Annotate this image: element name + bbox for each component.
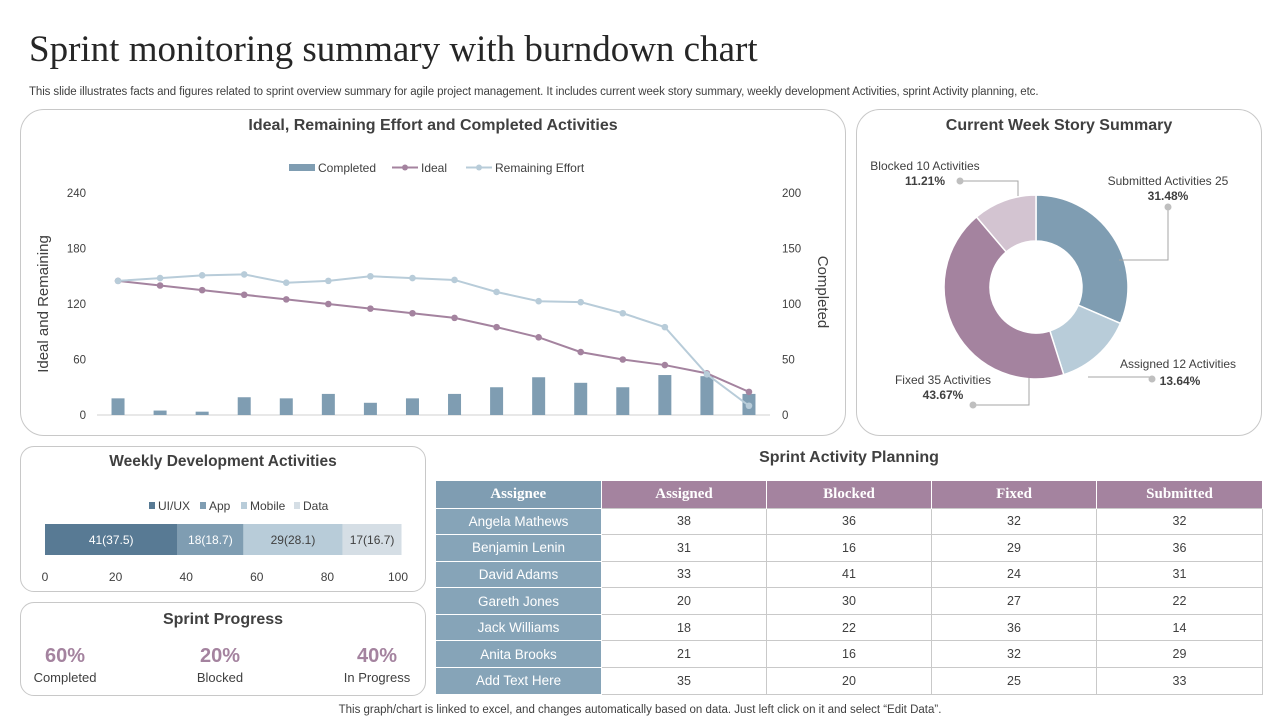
- table-cell: 36: [931, 613, 1097, 642]
- table-cell: 16: [766, 640, 932, 669]
- column-header: Assigned: [601, 481, 767, 508]
- table-row: Angela Mathews 38 36 32 32: [435, 507, 1263, 536]
- table-row: Gareth Jones 20 30 27 22: [435, 587, 1263, 615]
- table-cell: 31: [601, 534, 767, 562]
- progress-completed: 60% Completed: [5, 645, 125, 685]
- table-cell: 14: [1096, 613, 1263, 642]
- assignee-cell: David Adams: [435, 560, 602, 589]
- table-cell: 29: [931, 534, 1097, 562]
- table-cell: 32: [1096, 507, 1263, 536]
- table-cell: 22: [1096, 587, 1263, 615]
- weekly-dev-panel: Weekly Development Activities: [20, 446, 426, 592]
- page-title: Sprint monitoring summary with burndown …: [29, 29, 758, 70]
- table-row: Jack Williams 18 22 36 14: [435, 613, 1263, 642]
- table-cell: 29: [1096, 640, 1263, 669]
- progress-blocked-pct: 20%: [199, 645, 241, 667]
- table-row: Benjamin Lenin 31 16 29 36: [435, 534, 1263, 562]
- sprint-progress-title: Sprint Progress: [162, 611, 284, 628]
- table-header-row: Assignee Assigned Blocked Fixed Submitte…: [435, 481, 1263, 508]
- table-cell: 36: [766, 507, 932, 536]
- assignee-cell: Jack Williams: [435, 613, 602, 642]
- table-cell: 31: [1096, 560, 1263, 589]
- assignee-cell: Angela Mathews: [435, 507, 602, 536]
- table-cell: 33: [1096, 667, 1263, 695]
- table-cell: 22: [766, 613, 932, 642]
- table-cell: 18: [601, 613, 767, 642]
- story-summary-panel: Current Week Story Summary: [856, 109, 1262, 436]
- planning-table: Assignee Assigned Blocked Fixed Submitte…: [435, 481, 1263, 695]
- table-cell: 30: [766, 587, 932, 615]
- column-header: Assignee: [435, 481, 602, 508]
- assignee-cell: Anita Brooks: [435, 640, 602, 669]
- page-subtitle: This slide illustrates facts and figures…: [29, 86, 1039, 98]
- progress-blocked: 20% Blocked: [160, 645, 280, 685]
- progress-in-progress-label: In Progress: [343, 670, 411, 685]
- table-row: Add Text Here 35 20 25 33: [435, 667, 1263, 695]
- table-cell: 21: [601, 640, 767, 669]
- burndown-panel: Ideal, Remaining Effort and Completed Ac…: [20, 109, 846, 436]
- table-row: David Adams 33 41 24 31: [435, 560, 1263, 589]
- assignee-cell: Add Text Here: [435, 667, 602, 695]
- table-cell: 32: [931, 507, 1097, 536]
- weekly-dev-title: Weekly Development Activities: [109, 453, 337, 470]
- progress-completed-pct: 60%: [44, 645, 86, 667]
- planning-title: Sprint Activity Planning: [759, 449, 939, 466]
- column-header: Submitted: [1096, 481, 1263, 508]
- burndown-title: Ideal, Remaining Effort and Completed Ac…: [248, 117, 618, 134]
- sprint-progress-panel: Sprint Progress: [20, 602, 426, 696]
- table-cell: 25: [931, 667, 1097, 695]
- table-cell: 16: [766, 534, 932, 562]
- table-cell: 36: [1096, 534, 1263, 562]
- table-cell: 33: [601, 560, 767, 589]
- table-cell: 20: [601, 587, 767, 615]
- story-summary-title: Current Week Story Summary: [945, 117, 1173, 134]
- progress-completed-label: Completed: [33, 670, 97, 685]
- table-cell: 41: [766, 560, 932, 589]
- progress-in-progress-pct: 40%: [356, 645, 398, 667]
- table-cell: 38: [601, 507, 767, 536]
- progress-in-progress: 40% In Progress: [317, 645, 437, 685]
- table-cell: 32: [931, 640, 1097, 669]
- column-header: Blocked: [766, 481, 932, 508]
- table-cell: 24: [931, 560, 1097, 589]
- table-cell: 35: [601, 667, 767, 695]
- progress-blocked-label: Blocked: [196, 670, 244, 685]
- assignee-cell: Gareth Jones: [435, 587, 602, 615]
- footer-note: This graph/chart is linked to excel, and…: [338, 704, 942, 716]
- table-cell: 20: [766, 667, 932, 695]
- assignee-cell: Benjamin Lenin: [435, 534, 602, 562]
- column-header: Fixed: [931, 481, 1097, 508]
- table-row: Anita Brooks 21 16 32 29: [435, 640, 1263, 669]
- table-cell: 27: [931, 587, 1097, 615]
